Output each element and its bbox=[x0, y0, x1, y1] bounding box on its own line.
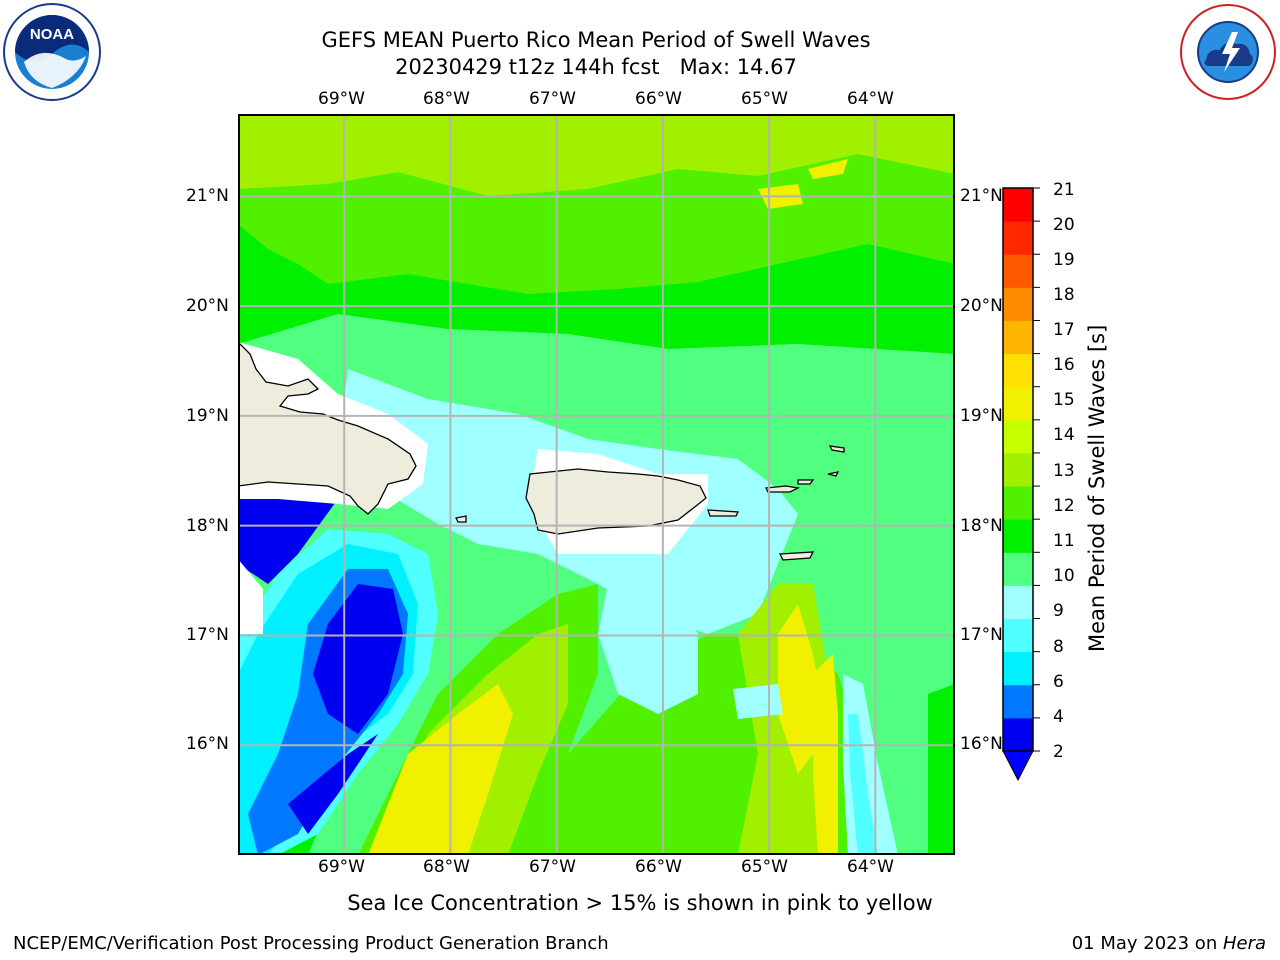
colorbar-tick: 18 bbox=[1053, 285, 1075, 305]
lon-tick-top: 65°W bbox=[741, 89, 788, 109]
colorbar bbox=[1002, 187, 1040, 782]
colorbar-segment bbox=[1003, 386, 1033, 421]
lat-tick-left: 21°N bbox=[186, 186, 229, 206]
colorbar-tick: 2 bbox=[1053, 742, 1064, 762]
colorbar-segment bbox=[1003, 452, 1033, 487]
lon-tick-top: 66°W bbox=[635, 89, 682, 109]
colorbar-tick: 16 bbox=[1053, 355, 1075, 375]
colorbar-tick: 19 bbox=[1053, 250, 1075, 270]
colorbar-tick: 17 bbox=[1053, 320, 1075, 340]
colorbar-tick: 15 bbox=[1053, 390, 1075, 410]
colorbar-tick: 8 bbox=[1053, 637, 1064, 657]
colorbar-label: Mean Period of Swell Waves [s] bbox=[1085, 324, 1109, 652]
colorbar-segment bbox=[1003, 519, 1033, 553]
lat-tick-left: 17°N bbox=[186, 625, 229, 645]
colorbar-tick: 10 bbox=[1053, 566, 1075, 586]
lat-tick-left: 20°N bbox=[186, 296, 229, 316]
colorbar-segment bbox=[1003, 717, 1033, 752]
lat-tick-right: 18°N bbox=[960, 516, 1003, 536]
footer-date-text: 01 May 2023 on bbox=[1071, 933, 1223, 954]
noaa-logo-text: NOAA bbox=[30, 26, 74, 43]
nws-logo bbox=[1180, 4, 1276, 100]
colorbar-tick: 20 bbox=[1053, 215, 1075, 235]
colorbar-tick: 4 bbox=[1053, 707, 1064, 727]
lon-tick-bottom: 65°W bbox=[741, 857, 788, 877]
lon-tick-top: 69°W bbox=[318, 89, 365, 109]
sea-ice-note: Sea Ice Concentration > 15% is shown in … bbox=[347, 891, 933, 915]
colorbar-segment bbox=[1003, 618, 1033, 653]
colorbar-segment bbox=[1003, 188, 1033, 222]
lon-tick-top: 64°W bbox=[847, 89, 894, 109]
colorbar-segment bbox=[1003, 552, 1033, 586]
lat-tick-right: 20°N bbox=[960, 296, 1003, 316]
lat-tick-left: 16°N bbox=[186, 734, 229, 754]
noaa-logo: NOAA bbox=[3, 3, 101, 101]
lon-tick-top: 68°W bbox=[423, 89, 470, 109]
colorbar-segment bbox=[1003, 353, 1033, 388]
footer-host: Hera bbox=[1222, 933, 1266, 954]
colorbar-segment bbox=[1003, 419, 1033, 454]
lat-tick-left: 18°N bbox=[186, 516, 229, 536]
map-subtitle: 20230429 t12z 144h fcst Max: 14.67 bbox=[395, 55, 797, 79]
colorbar-segment bbox=[1003, 486, 1033, 520]
colorbar-tick: 6 bbox=[1053, 672, 1064, 692]
colorbar-segment bbox=[1003, 585, 1033, 620]
lat-tick-right: 16°N bbox=[960, 734, 1003, 754]
lat-tick-right: 21°N bbox=[960, 186, 1003, 206]
colorbar-tick: 14 bbox=[1053, 425, 1075, 445]
lon-tick-top: 67°W bbox=[529, 89, 576, 109]
hispaniola-land bbox=[239, 342, 417, 515]
footer-credit: NCEP/EMC/Verification Post Processing Pr… bbox=[13, 933, 609, 954]
colorbar-tick: 11 bbox=[1053, 531, 1075, 551]
land-layer bbox=[239, 342, 845, 561]
lat-tick-right: 17°N bbox=[960, 625, 1003, 645]
map-frame bbox=[238, 114, 955, 855]
colorbar-tick: 13 bbox=[1053, 461, 1075, 481]
lat-tick-left: 19°N bbox=[186, 406, 229, 426]
lon-tick-bottom: 69°W bbox=[318, 857, 365, 877]
colorbar-segment bbox=[1003, 320, 1033, 355]
colorbar-segment bbox=[1003, 651, 1033, 686]
colorbar-segment bbox=[1003, 684, 1033, 719]
colorbar-tick: 9 bbox=[1053, 601, 1064, 621]
colorbar-tick: 12 bbox=[1053, 496, 1075, 516]
colorbar-tick: 21 bbox=[1053, 180, 1075, 200]
graticule bbox=[238, 114, 955, 855]
swell-period-map bbox=[238, 114, 955, 855]
colorbar-segment bbox=[1003, 254, 1033, 288]
lon-tick-bottom: 66°W bbox=[635, 857, 682, 877]
colorbar-segment bbox=[1003, 287, 1033, 321]
footer-date: 01 May 2023 on Hera bbox=[1072, 933, 1266, 954]
vieques-land bbox=[707, 509, 740, 517]
map-title: GEFS MEAN Puerto Rico Mean Period of Swe… bbox=[321, 28, 871, 52]
lat-tick-right: 19°N bbox=[960, 406, 1003, 426]
lon-tick-bottom: 67°W bbox=[529, 857, 576, 877]
colorbar-segment bbox=[1003, 221, 1033, 255]
virgin-islands-land bbox=[764, 485, 801, 493]
lon-tick-bottom: 68°W bbox=[423, 857, 470, 877]
lon-tick-bottom: 64°W bbox=[847, 857, 894, 877]
